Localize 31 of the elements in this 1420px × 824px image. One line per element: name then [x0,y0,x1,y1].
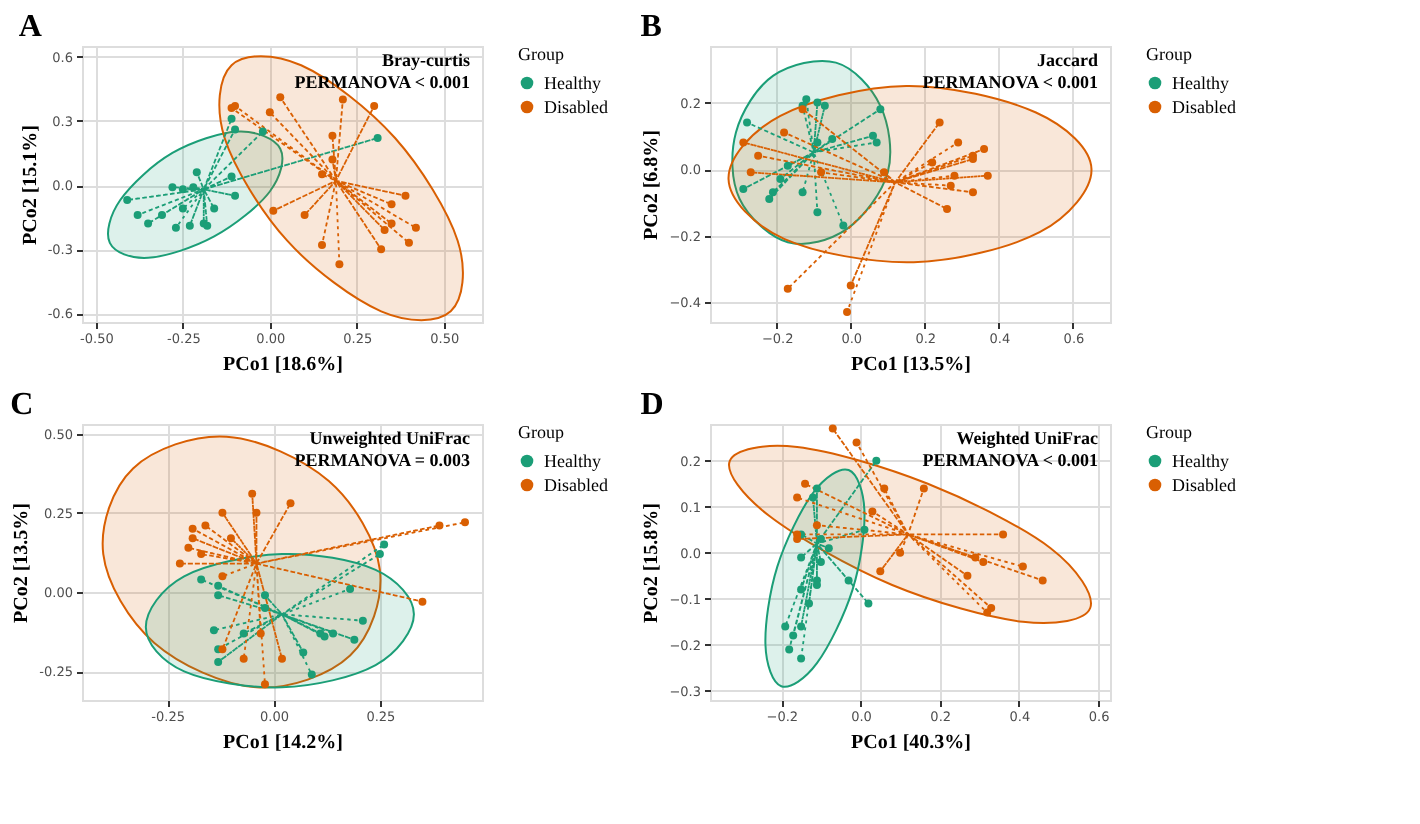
y-axis-title: PCo2 [15.1%] [19,125,42,245]
annotation: Jaccard [1037,50,1098,70]
annotation: Unweighted UniFrac [309,428,470,448]
legend-label: Healthy [1172,73,1230,93]
x-axis-title: PCo1 [18.6%] [223,354,343,376]
legend-title: Group [1146,422,1193,442]
annotation: PERMANOVA < 0.001 [922,450,1099,470]
legend-label: Disabled [544,97,609,117]
legend-label: Healthy [544,451,602,471]
chart-title: A [18,10,43,44]
legend-title: Group [1146,44,1193,64]
legend-label: Healthy [1172,451,1230,471]
legend-label: Disabled [544,475,609,495]
chart-title: B [640,10,663,44]
annotation: Weighted UniFrac [956,428,1098,448]
legend-label: Healthy [544,73,602,93]
legend-title: Group [518,422,565,442]
y-axis-title: PCo2 [15.8%] [641,503,664,623]
chart-title: C [10,388,34,422]
legend-label: Disabled [1172,97,1237,117]
legend-label: Disabled [1172,475,1237,495]
legend-title: Group [518,44,565,64]
annotation: PERMANOVA = 0.003 [294,450,471,470]
chart-title: D [640,388,664,422]
y-axis-title: PCo2 [6.8%] [641,130,664,240]
x-axis-title: PCo1 [14.2%] [223,732,343,754]
annotation: Bray-curtis [382,50,471,70]
x-axis-title: PCo1 [13.5%] [851,354,971,376]
annotation: PERMANOVA < 0.001 [922,72,1099,92]
x-axis-title: PCo1 [40.3%] [851,732,971,754]
y-axis-title: PCo2 [13.5%] [11,503,34,623]
